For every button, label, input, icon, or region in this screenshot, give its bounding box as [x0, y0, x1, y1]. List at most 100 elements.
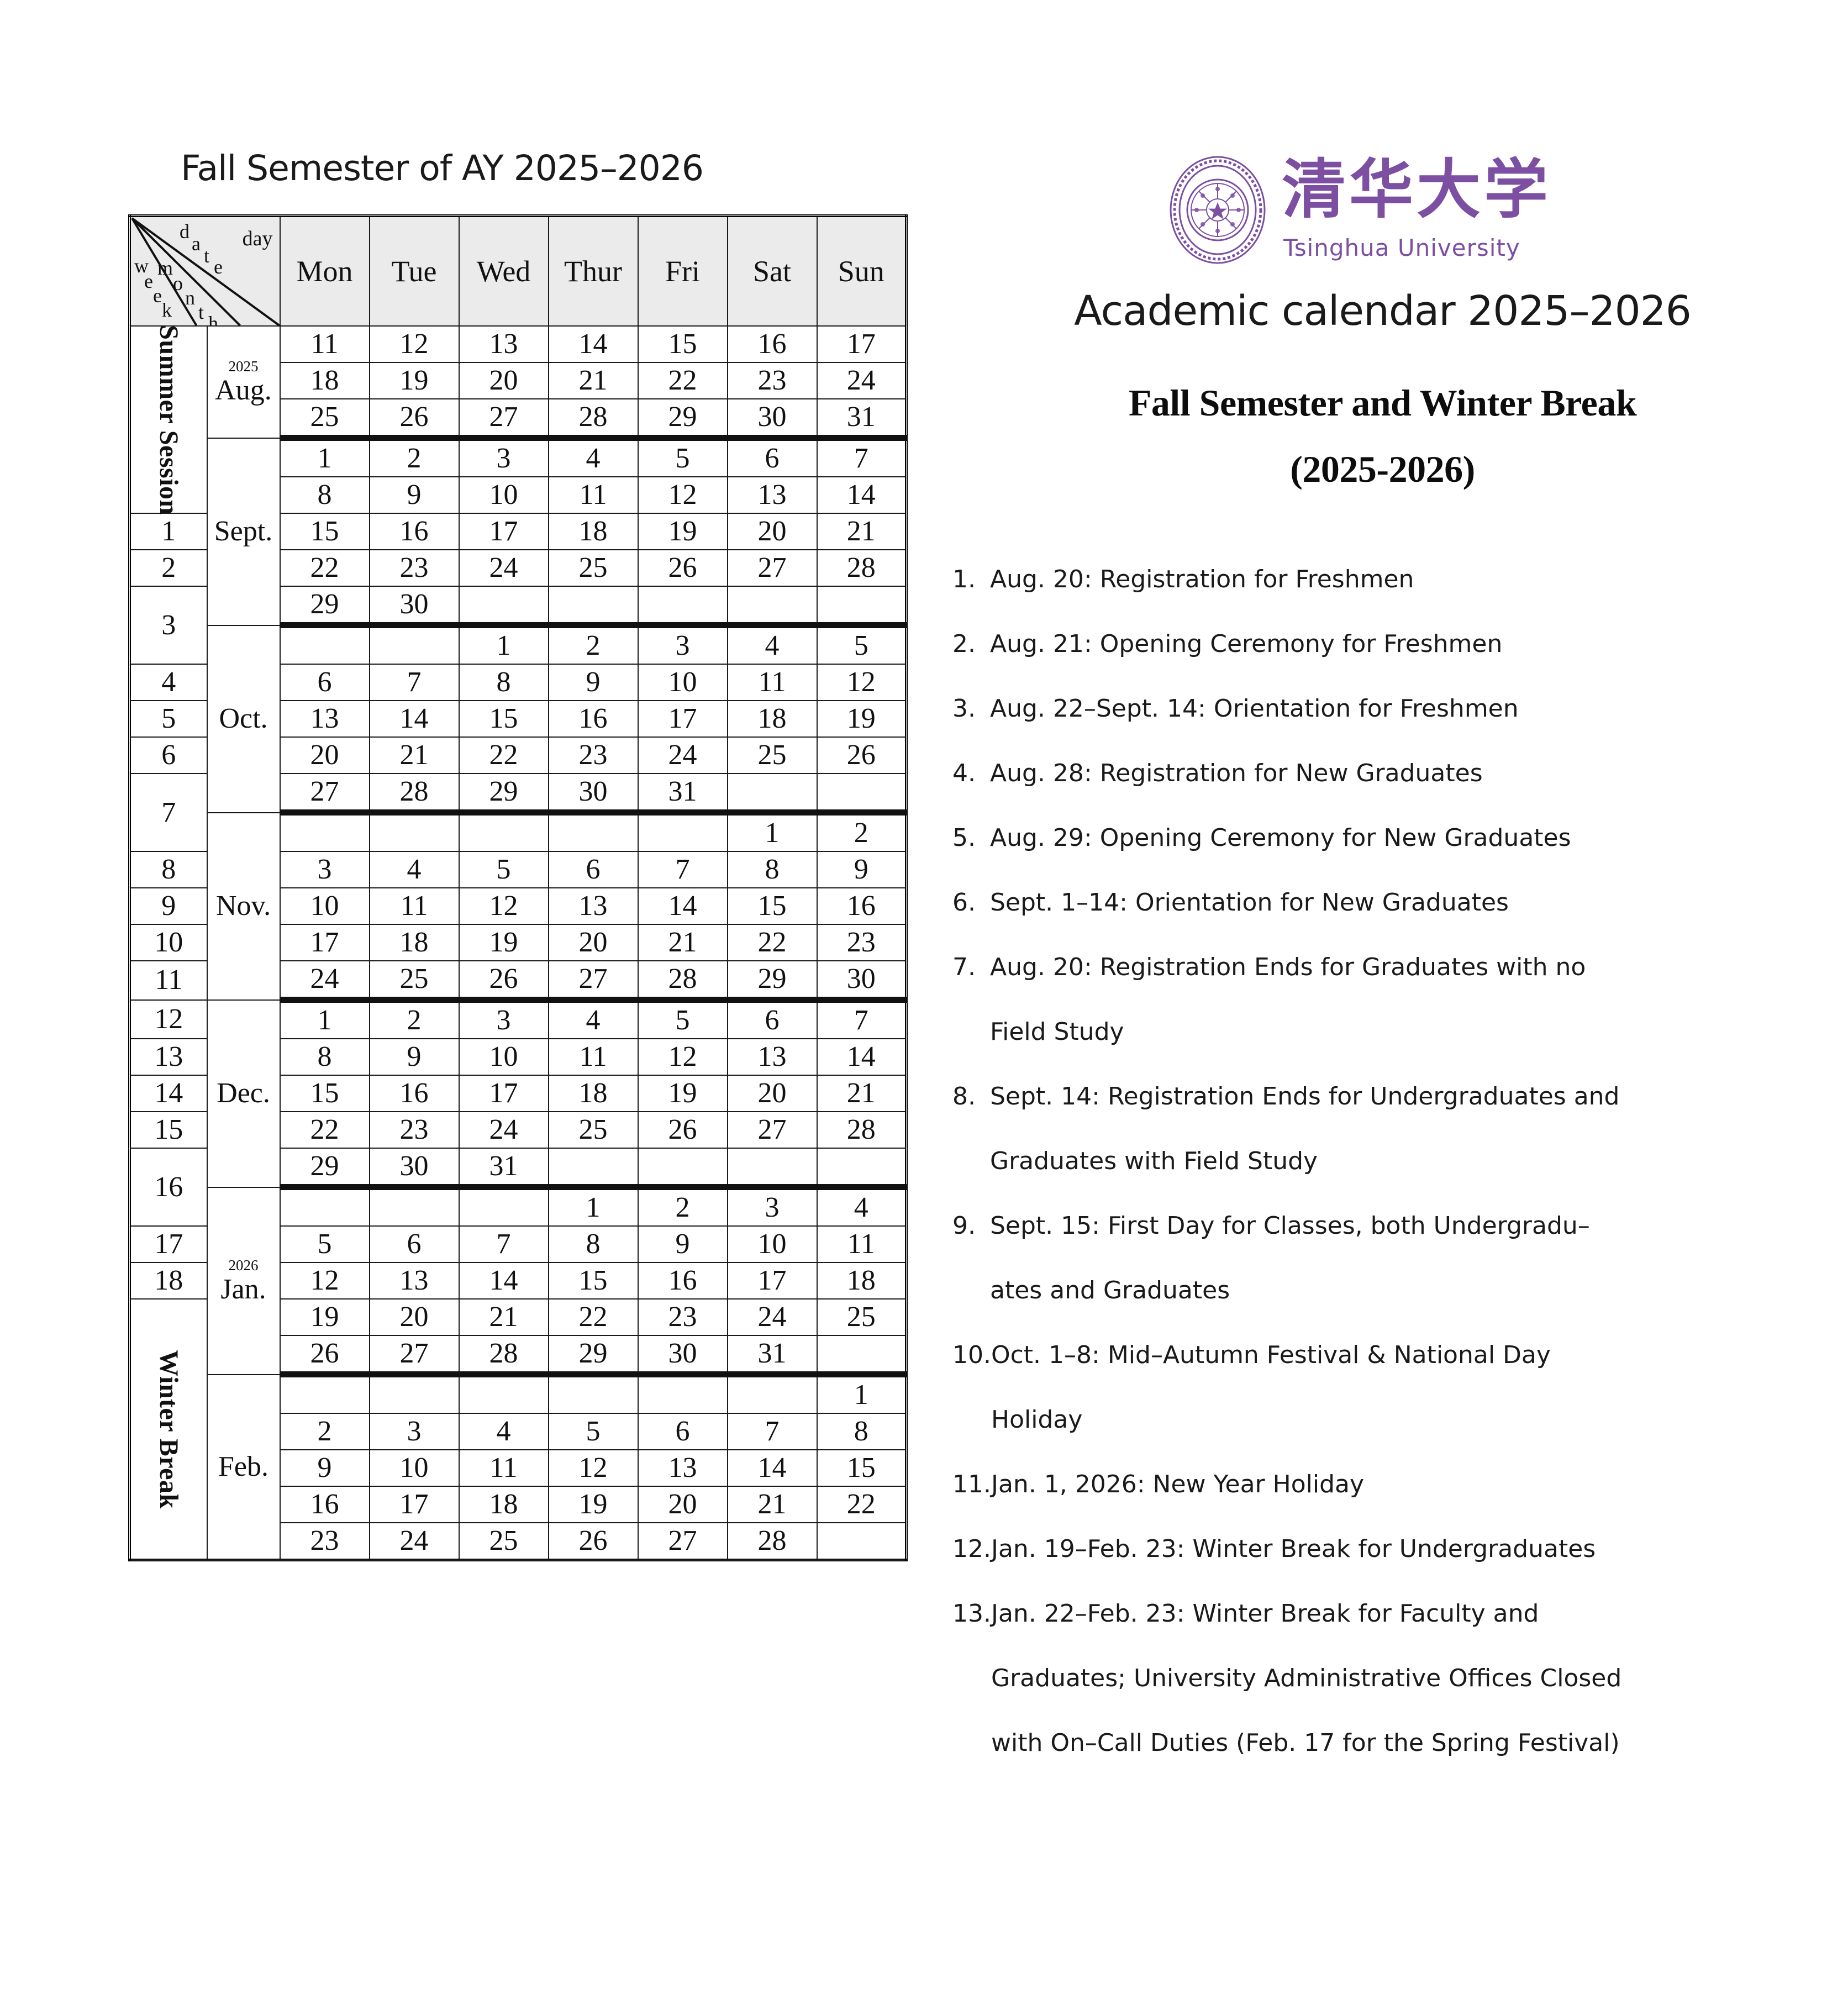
date-cell: 19 [816, 700, 907, 738]
date-cell: 8 [547, 1225, 639, 1263]
key-date-number: 2. [952, 630, 976, 658]
year-label: 2025 [228, 358, 259, 375]
week-number-cell: 9 [129, 887, 208, 925]
year-label: 2026 [228, 1257, 259, 1274]
date-cell: 8 [458, 664, 549, 701]
key-date-number: 5. [952, 824, 976, 852]
day-header-sun: Sun [816, 215, 907, 327]
session-label: Summer Session [154, 324, 184, 515]
date-cell: 28 [368, 773, 460, 816]
date-cell: 10 [458, 476, 549, 514]
key-date-text: Aug. 28: Registration for New Graduates [990, 741, 1836, 806]
date-cell: 6 [637, 1413, 728, 1450]
date-cell: 13 [726, 1038, 818, 1076]
date-cell: 24 [458, 1111, 549, 1149]
date-cell: 23 [368, 1111, 460, 1149]
calendar-week-row: 25 26 27 28 29 30 31 [130, 398, 907, 441]
calendar-week-row: 14 15 16 17 18 19 20 21 [129, 1075, 907, 1112]
date-cell: 10 [458, 1038, 549, 1076]
date-cell: 14 [726, 1449, 818, 1487]
date-cell: 4 [547, 999, 639, 1039]
date-cell [816, 1148, 907, 1190]
date-cell: 26 [816, 736, 907, 774]
date-cell: 29 [637, 398, 728, 441]
month-name: Oct. [219, 703, 268, 734]
month-name: Aug. [215, 375, 272, 407]
date-cell: 10 [279, 887, 370, 925]
date-cell: 24 [726, 1298, 818, 1336]
date-cell: 26 [368, 398, 460, 441]
week-number-cell: 13 [129, 1038, 208, 1076]
date-cell: 17 [368, 1486, 460, 1523]
date-cell: 29 [279, 586, 370, 628]
calendar-week-row: 9 10 11 12 13 14 15 [130, 1449, 907, 1487]
date-cell: 16 [368, 1075, 460, 1112]
week-number-cell: 18 [129, 1262, 208, 1300]
tsinghua-seal-icon [1170, 156, 1266, 264]
date-cell: 27 [637, 1522, 728, 1561]
month-name: Feb. [218, 1450, 268, 1482]
date-cell: 30 [726, 398, 818, 441]
key-date-line: Jan. 1, 2026: New Year Holiday [991, 1470, 1365, 1498]
key-date-line: ates and Graduates [990, 1276, 1230, 1304]
date-cell: 6 [547, 851, 639, 888]
date-cell: 9 [637, 1225, 728, 1263]
day-header-tue: Tue [368, 215, 460, 327]
date-cell: 2 [816, 812, 907, 852]
date-cell: 28 [458, 1335, 549, 1377]
key-date-item: 5. Aug. 29: Opening Ceremony for New Grad… [930, 806, 1836, 870]
week-number-cell: 10 [129, 924, 208, 961]
date-cell: 3 [726, 1186, 818, 1227]
key-date-number: 4. [952, 759, 976, 787]
date-cell: 7 [458, 1225, 549, 1263]
date-cell: 4 [816, 1186, 907, 1227]
date-cell [816, 1335, 907, 1377]
month-name: Nov. [215, 890, 271, 922]
date-cell [368, 1186, 460, 1227]
date-cell: 22 [279, 549, 370, 587]
key-date-text: Jan. 22–Feb. 23: Winter Break for Facult… [991, 1581, 1836, 1775]
key-date-text: Sept. 15: First Day for Classes, both Un… [990, 1193, 1836, 1323]
date-cell [637, 812, 728, 852]
session-label-cell: Winter Break [129, 1298, 208, 1561]
date-cell: 11 [547, 476, 639, 514]
date-cell: 26 [279, 1335, 370, 1377]
calendar-week-row: 2 22 23 24 25 26 27 28 [129, 549, 907, 587]
calendar-panel: Fall Semester of AY 2025–2026 day [0, 0, 917, 2015]
date-cell [458, 812, 549, 852]
date-cell: 30 [547, 773, 639, 816]
date-cell: 14 [458, 1262, 549, 1300]
date-cell: 3 [458, 999, 549, 1039]
date-cell: 23 [637, 1298, 728, 1336]
date-cell: 14 [637, 887, 728, 925]
date-cell: 6 [726, 437, 818, 477]
key-date-line: Oct. 1–8: Mid–Autumn Festival & National… [991, 1341, 1551, 1369]
key-date-number: 12. [952, 1535, 991, 1563]
date-cell: 12 [637, 1038, 728, 1076]
date-cell: 15 [816, 1449, 907, 1487]
date-cell: 28 [726, 1522, 818, 1561]
date-cell: 11 [279, 325, 370, 363]
key-date-line: with On–Call Duties (Feb. 17 for the Spr… [991, 1729, 1620, 1757]
key-date-number: 1. [952, 565, 976, 593]
key-date-number: 10. [952, 1341, 991, 1369]
date-cell: 29 [458, 773, 549, 816]
key-date-line: Graduates; University Administrative Off… [991, 1664, 1622, 1692]
date-cell [458, 586, 549, 628]
academic-calendar-heading: Academic calendar 2025–2026 [1074, 287, 1692, 335]
date-cell: 20 [726, 513, 818, 550]
key-date-line: Aug. 20: Registration Ends for Graduates… [990, 953, 1586, 981]
calendar-week-row: 6 20 21 22 23 24 25 26 [129, 736, 907, 774]
date-cell: 26 [458, 960, 549, 1003]
date-cell: 13 [547, 887, 639, 925]
university-logo: 清华大学 Tsinghua University [1168, 155, 1588, 273]
week-number-cell: 2 [129, 549, 208, 587]
key-date-line: Aug. 21: Opening Ceremony for Freshmen [990, 630, 1503, 658]
date-cell: 1 [726, 812, 818, 852]
week-number-cell: 1 [129, 513, 208, 550]
date-cell [816, 1522, 907, 1561]
date-cell: 30 [816, 960, 907, 1003]
date-cell: 23 [547, 736, 639, 774]
date-cell: 16 [368, 513, 460, 550]
key-date-line: Sept. 1–14: Orientation for New Graduate… [990, 888, 1509, 917]
